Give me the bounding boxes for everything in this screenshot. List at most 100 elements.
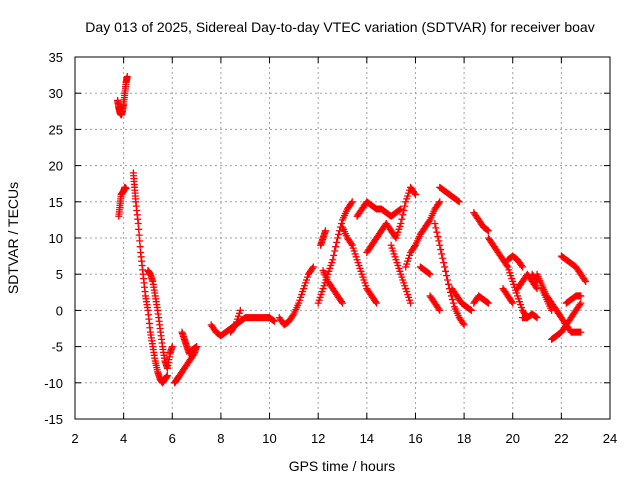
data-point — [439, 254, 447, 262]
y-tick-label: 0 — [56, 303, 63, 318]
data-point — [411, 191, 419, 199]
data-point — [518, 263, 526, 271]
data-point — [329, 256, 337, 264]
data-point — [338, 220, 346, 228]
y-tick-label: 25 — [49, 122, 63, 137]
data-point — [192, 343, 200, 351]
data-point — [397, 220, 405, 228]
data-point — [331, 247, 339, 255]
y-tick-label: -10 — [44, 376, 63, 391]
y-tick-label: 10 — [49, 231, 63, 246]
series-s19 — [436, 183, 463, 206]
series-s34 — [538, 285, 556, 314]
data-point — [517, 262, 525, 270]
data-point — [436, 306, 444, 314]
series-s6 — [178, 328, 201, 358]
y-tick-label: 15 — [49, 195, 63, 210]
data-point — [347, 199, 355, 207]
data-point — [231, 322, 239, 330]
data-point — [398, 215, 406, 223]
series-s8 — [227, 306, 244, 336]
data-point — [410, 189, 418, 197]
data-point — [442, 267, 450, 275]
x-tick-label: 24 — [603, 431, 617, 446]
data-point — [435, 305, 443, 313]
y-tick-label: 5 — [56, 267, 63, 282]
series-s37 — [562, 292, 585, 307]
axis-ticks: 2 4 6 8 10 12 14 16 18 20 22 24-15-10-5051015202530… — [44, 50, 617, 446]
data-point — [309, 263, 317, 271]
y-tick-label: 35 — [49, 50, 63, 65]
data-point — [330, 251, 338, 259]
data-point — [308, 264, 316, 272]
x-tick-label: 14 — [360, 431, 374, 446]
data-point — [532, 283, 540, 291]
y-tick-label: -5 — [51, 340, 63, 355]
series-s36 — [557, 252, 590, 285]
data-point — [532, 313, 540, 321]
series-s3 — [129, 169, 171, 387]
data-point — [576, 301, 584, 309]
series-s28 — [499, 285, 517, 307]
data-point — [348, 198, 356, 206]
data-point — [432, 224, 440, 232]
data-point — [338, 298, 346, 306]
data-point — [437, 246, 445, 254]
series-s24 — [448, 285, 475, 314]
series-s23 — [426, 292, 444, 314]
data-point — [399, 211, 407, 219]
data-point — [270, 317, 278, 325]
data-point — [577, 328, 585, 336]
data-point — [444, 276, 452, 284]
series-s10 — [314, 198, 356, 307]
data-point — [372, 298, 380, 306]
series-s7 — [207, 314, 278, 340]
data-point — [410, 243, 418, 251]
series-s12 — [317, 227, 329, 249]
data-point — [411, 241, 419, 249]
data-point — [443, 272, 451, 280]
data-point — [441, 263, 449, 271]
series-s21 — [402, 241, 419, 271]
x-tick-label: 16 — [408, 431, 422, 446]
series-s1 — [114, 73, 131, 119]
data-point — [455, 198, 463, 206]
chart-title: Day 013 of 2025, Sidereal Day-to-day VTE… — [85, 19, 594, 35]
data-point — [449, 299, 457, 307]
x-tick-label: 22 — [554, 431, 568, 446]
series-s32 — [528, 270, 541, 285]
data-point — [448, 296, 456, 304]
data-point — [484, 299, 492, 307]
data-point — [193, 343, 201, 351]
series-s29 — [504, 252, 526, 271]
data-point — [163, 372, 171, 380]
series-s9 — [275, 263, 317, 329]
x-tick-label: 18 — [457, 431, 471, 446]
data-points — [114, 73, 590, 387]
data-point — [333, 238, 341, 246]
data-point — [466, 306, 474, 314]
data-point — [467, 306, 475, 314]
data-point — [438, 250, 446, 258]
data-point — [581, 276, 589, 284]
y-tick-label: 30 — [49, 86, 63, 101]
y-axis-label: SDTVAR / TECUs — [5, 182, 21, 294]
data-point — [401, 202, 409, 210]
series-s27 — [484, 234, 531, 322]
data-point — [582, 277, 590, 285]
data-point — [435, 199, 443, 207]
data-point — [577, 299, 585, 307]
data-point — [484, 227, 492, 235]
series-s15 — [363, 220, 400, 256]
data-point — [533, 314, 541, 322]
data-point — [321, 227, 329, 235]
data-point — [483, 298, 491, 306]
data-point — [454, 197, 462, 205]
data-point — [577, 292, 585, 300]
series-s26 — [470, 292, 492, 307]
data-point — [440, 259, 448, 267]
series-s16 — [392, 183, 419, 242]
data-point — [334, 234, 342, 242]
x-tick-label: 20 — [505, 431, 519, 446]
y-tick-label: -15 — [44, 412, 63, 427]
